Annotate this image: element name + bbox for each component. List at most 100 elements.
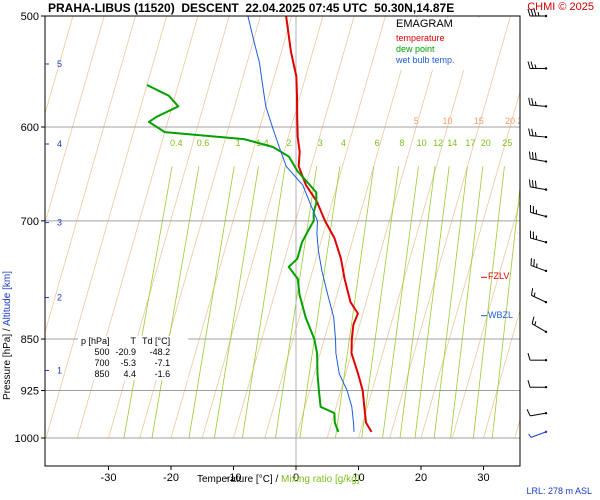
- isotherm-line: [45, 16, 105, 225]
- wind-barb-feather: [534, 152, 537, 160]
- isotherm-label: 20: [505, 116, 515, 126]
- table-cell: -20.9: [115, 347, 137, 357]
- altitude-label: 1: [57, 365, 62, 375]
- wbzl-label: WBZL: [488, 309, 514, 320]
- isotherm-label: 32: [580, 116, 590, 126]
- mixing-ratio-line: [241, 166, 286, 439]
- wind-barb-feather: [526, 409, 531, 417]
- sounding-datetime: 22.04.2025 07:45 UTC: [245, 1, 368, 15]
- copyright: CHMI © 2025: [527, 1, 594, 13]
- mixing-ratio-line: [382, 166, 419, 439]
- wind-barb-feather: [530, 8, 534, 17]
- series-line-wet-bulb-temp-: [247, 16, 355, 432]
- isotherm-line: [45, 16, 74, 116]
- table-cell: 850: [94, 369, 110, 379]
- table-header: Td [°C]: [142, 336, 171, 346]
- x-axis-temperature-label: Temperature [°C]: [197, 474, 273, 485]
- isotherm-label: 28: [555, 116, 565, 126]
- lrl-label: LRL: 278 m ASL: [526, 486, 592, 496]
- mixing-ratio-label: 3: [318, 138, 323, 148]
- wind-barb-half-feather: [534, 321, 537, 326]
- mixing-ratio-label: 20: [481, 138, 491, 148]
- wind-barb: [530, 104, 547, 107]
- legend-wetbulb: wet bulb temp.: [396, 55, 455, 65]
- isotherm-line: [389, 16, 511, 439]
- wind-barb-half-feather: [537, 11, 540, 17]
- isotherm-line: [326, 16, 449, 439]
- y-axis-altitude-label: Altitude [km]: [2, 271, 13, 327]
- wind-barb: [530, 237, 547, 243]
- table-cell: -5.3: [120, 358, 137, 368]
- isotherm-line: [358, 16, 480, 439]
- wind-barb-feather: [527, 8, 531, 17]
- isotherm-label: 5: [414, 116, 419, 126]
- y-tick-label: 700: [21, 216, 39, 228]
- wind-barb-station: [544, 160, 548, 163]
- wind-barb: [530, 431, 547, 438]
- wind-barb-station: [544, 330, 548, 334]
- table-row: 500 -20.9 -48.2: [78, 347, 173, 358]
- y-tick-label: 600: [21, 122, 39, 134]
- mixing-ratio-line: [299, 166, 341, 439]
- mixing-ratio-line: [472, 166, 505, 439]
- mixing-ratio-label: 1.4: [256, 138, 269, 148]
- wind-barb: [530, 186, 547, 191]
- table-cell: 500: [94, 347, 110, 357]
- isotherm-label: 24: [530, 116, 540, 126]
- table-header: T: [130, 336, 137, 346]
- wind-barb: [530, 264, 547, 272]
- wind-barb: [530, 412, 547, 417]
- x-tick-label: 10: [352, 472, 364, 484]
- series-line-temperature: [285, 16, 373, 433]
- legend-dewpoint: dew point: [396, 44, 435, 54]
- wind-barb-station: [544, 300, 548, 304]
- wind-barb-station: [544, 67, 548, 70]
- wind-barb-station: [544, 358, 548, 362]
- x-axis-mixing-label: Mixing ratio [g/kg]: [281, 474, 360, 485]
- mixing-ratio-line: [399, 166, 436, 439]
- isotherm-label: 30: [567, 116, 577, 126]
- mixing-ratio-label: 17: [465, 138, 475, 148]
- mixing-ratio-line: [213, 166, 259, 439]
- isotherm-line: [295, 16, 418, 439]
- legend-temperature: temperature: [396, 33, 445, 43]
- wind-barb-feather: [527, 353, 531, 361]
- table-cell: 700: [94, 358, 110, 368]
- mixing-ratio-line: [123, 166, 173, 439]
- wind-barb: [530, 211, 547, 217]
- wind-barb-feather: [531, 180, 534, 188]
- isotherm-line: [264, 16, 386, 439]
- mixing-ratio-label: 10: [417, 138, 427, 148]
- wind-barb-station: [544, 241, 548, 244]
- table-cell: -7.1: [154, 358, 171, 368]
- wind-barb: [531, 294, 547, 303]
- y-tick-label: 500: [21, 11, 39, 23]
- isotherm-label: 10: [442, 116, 452, 126]
- wind-barb-feather: [530, 61, 534, 69]
- wind-barb-station: [544, 386, 548, 389]
- table-row: 850 4.4 -1.6: [78, 369, 173, 380]
- table-cell: -48.2: [149, 347, 171, 357]
- legend: EMAGRAM temperature dew point wet bulb t…: [392, 18, 490, 70]
- isotherm-line: [201, 16, 324, 439]
- wind-barb-station: [544, 135, 548, 139]
- mixing-ratio-line: [414, 166, 450, 439]
- series-line-dew-point: [146, 84, 340, 433]
- wind-barb-station: [544, 430, 548, 434]
- station-name: PRAHA-LIBUS (11520): [48, 1, 175, 15]
- mixing-ratio-line: [151, 166, 200, 439]
- x-tick-label: -20: [163, 472, 179, 484]
- y-axis-label: Pressure [hPa] / Altitude [km]: [2, 271, 13, 400]
- mixing-ratio-label: 6: [375, 138, 380, 148]
- isotherm-line: [420, 90, 520, 439]
- wind-barb-feather: [527, 380, 531, 388]
- wind-barb-station: [544, 269, 548, 273]
- mixing-ratio-label: 0.4: [170, 138, 183, 148]
- sounding-coords: 50.30N,14.87E: [374, 1, 455, 15]
- altitude-label: 3: [57, 218, 62, 228]
- isotherm-label: 15: [474, 116, 484, 126]
- mixing-ratio-label: 0.6: [197, 138, 210, 148]
- isotherm-line: [45, 16, 168, 439]
- table-row: 700 -5.3 -7.1: [78, 358, 173, 369]
